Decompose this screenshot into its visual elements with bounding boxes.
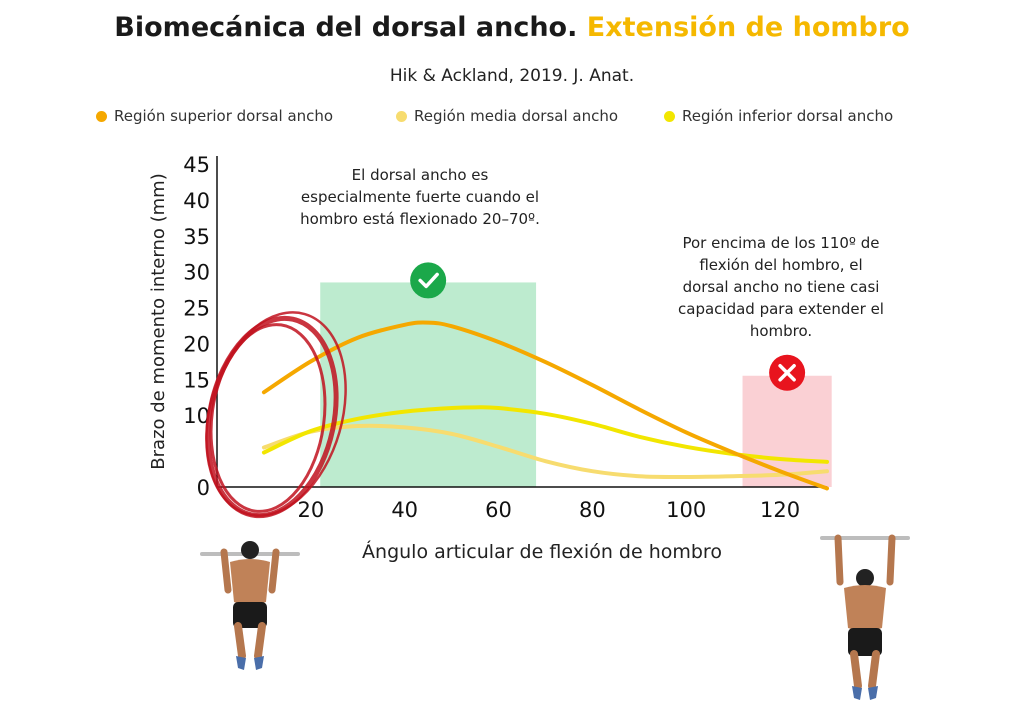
y-tick-label: 10 [183,404,210,428]
x-tick-label: 100 [666,498,706,522]
x-axis-label: Ángulo articular de flexión de hombro [362,540,722,563]
legend-item-superior: Región superior dorsal ancho [96,107,333,125]
legend-label-superior: Región superior dorsal ancho [114,107,334,125]
legend-item-inferior: Región inferior dorsal ancho [664,107,893,125]
check-circle-icon [410,262,447,299]
x-tick-label: 120 [760,498,800,522]
hand-drawn-stroke [209,323,327,513]
series-line-inferior [261,405,829,464]
y-tick-label: 40 [183,189,210,213]
series-line-superior [261,320,829,491]
annotation-bad-range: Por encima de los 110º de flexión del ho… [678,234,884,340]
chart-title: Biomecánica del dorsal ancho. Extensión … [0,12,1024,43]
shaded-region-good [320,282,537,487]
y-tick-label: 25 [183,297,210,321]
series-line-media [261,423,829,479]
legend-swatch-media [396,110,407,122]
x-tick-label: 80 [579,498,606,522]
hand-drawn-stroke [205,311,347,517]
y-tick-label: 45 [183,153,210,177]
legend-label-inferior: Región inferior dorsal ancho [682,107,894,125]
hand-drawn-circle-mark [205,311,347,519]
y-tick-label: 30 [183,261,210,285]
pullup-start-illustration [200,541,300,670]
check-mark-icon [418,272,439,289]
y-tick-label: 0 [197,476,210,500]
cross-mark-icon [778,363,796,382]
x-tick-label: 60 [485,498,512,522]
y-tick-label: 35 [183,225,210,249]
legend-item-media: Región media dorsal ancho [396,107,618,125]
shaded-region-bad [742,375,832,487]
y-tick-label: 20 [183,332,210,356]
legend-swatch-inferior [664,110,675,122]
y-axis-label: Brazo de momento interno (mm) [148,173,169,469]
title-main: Biomecánica del dorsal ancho. [114,12,578,43]
legend-swatch-superior [96,110,107,122]
annotation-good-range: El dorsal ancho es especialmente fuerte … [300,166,540,228]
pullup-overhead-illustration [820,534,910,700]
y-tick-label: 15 [183,368,210,392]
legend-label-media: Región media dorsal ancho [414,107,619,125]
x-tick-label: 20 [297,498,324,522]
chart-subtitle: Hik & Ackland, 2019. J. Anat. [389,66,635,86]
x-tick-label: 40 [391,498,418,522]
title-highlight: Extensión de hombro [586,12,910,43]
